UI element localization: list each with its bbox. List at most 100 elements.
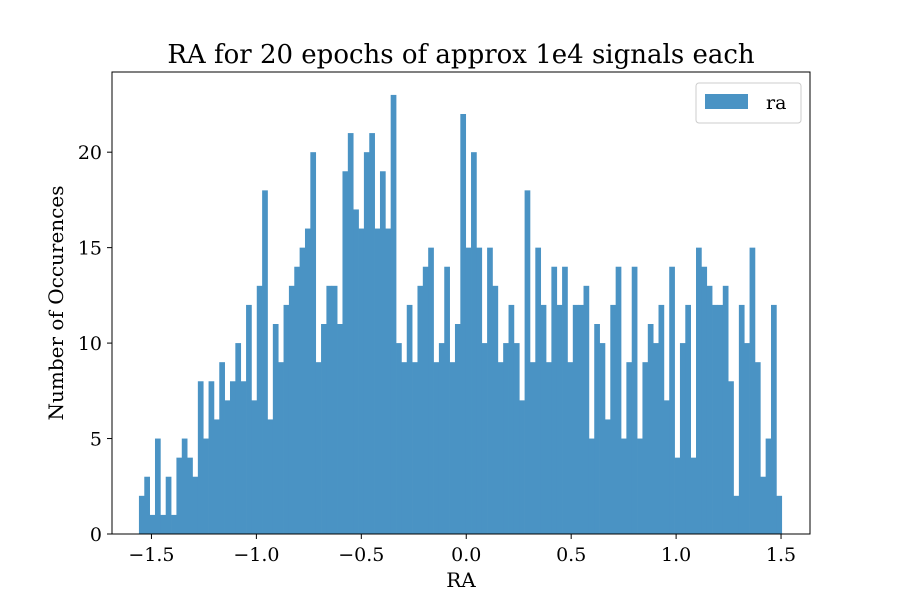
x-tick-label: 0.5	[556, 544, 586, 566]
histogram-bar	[428, 247, 434, 534]
x-tick-label: −0.5	[338, 544, 384, 566]
histogram-bar	[572, 304, 579, 534]
histogram-bar	[653, 343, 659, 534]
x-axis-ticks: −1.5 −1.0 −0.5 0.0 0.5 1.0 1.5	[128, 534, 796, 566]
histogram-bar	[203, 438, 209, 534]
legend-label: ra	[766, 92, 786, 114]
histogram-bar	[588, 438, 595, 534]
histogram-bar	[197, 381, 204, 534]
histogram-bar	[240, 381, 247, 534]
chart-title: RA for 20 epochs of approx 1e4 signals e…	[167, 40, 755, 70]
histogram-bar	[663, 400, 670, 534]
histogram-bar	[578, 304, 584, 534]
histogram-bar	[379, 171, 386, 534]
histogram-bar	[540, 304, 547, 534]
histogram-bar	[497, 362, 504, 534]
histogram-bar	[749, 247, 756, 534]
y-axis-title: Number of Occurences	[44, 186, 68, 421]
histogram-bar	[754, 362, 761, 534]
histogram-bar	[235, 343, 242, 534]
histogram-bar	[272, 324, 279, 534]
histogram-bar	[765, 438, 772, 534]
histogram-bar	[728, 381, 734, 534]
histogram-bar	[438, 343, 445, 534]
histogram-bar	[529, 362, 536, 534]
histogram-bar	[294, 266, 300, 534]
histogram-bar	[422, 266, 429, 534]
histogram-bar	[267, 419, 274, 534]
histogram-bar	[733, 495, 740, 534]
y-axis-ticks: 0 5 10 15 20	[78, 142, 112, 546]
histogram-bar	[551, 266, 558, 534]
histogram-bar	[176, 457, 183, 534]
histogram-bar	[144, 476, 150, 534]
histogram-bar	[658, 304, 665, 534]
histogram-bar	[690, 457, 697, 534]
histogram-bar	[738, 304, 745, 534]
histogram-bar	[535, 247, 542, 534]
histogram-bar	[481, 343, 488, 534]
histogram-bar	[471, 152, 477, 534]
x-tick-label: 1.0	[661, 544, 691, 566]
histogram-bar	[154, 438, 161, 534]
histogram-bar	[717, 304, 724, 534]
histogram-bar	[304, 228, 311, 535]
histogram-bar	[444, 266, 450, 534]
histogram-bar	[385, 228, 392, 535]
histogram-bar	[310, 152, 317, 534]
legend: ra	[695, 82, 802, 124]
y-tick-label: 15	[78, 238, 102, 260]
histogram-bar	[696, 247, 702, 534]
histogram-bar	[546, 362, 552, 534]
histogram-bar	[219, 362, 225, 534]
histogram-bar	[251, 400, 258, 534]
histogram-bar	[492, 285, 499, 534]
histogram-bar	[503, 343, 509, 534]
histogram-bar	[369, 133, 375, 534]
histogram-bar	[337, 324, 343, 534]
histogram-bar	[278, 362, 284, 534]
histogram-bar	[679, 343, 686, 534]
histogram-bar	[171, 514, 177, 534]
histogram-bar	[321, 324, 327, 534]
histogram-bar	[637, 438, 643, 534]
histogram-bar	[487, 247, 493, 534]
histogram-bar	[776, 495, 783, 534]
histogram-bars	[138, 94, 783, 535]
histogram-bar	[594, 324, 600, 534]
histogram-bar	[149, 514, 156, 534]
histogram-bar	[374, 228, 381, 535]
histogram-bar	[647, 324, 654, 534]
histogram-bar	[160, 514, 167, 534]
histogram-bar	[642, 362, 649, 534]
histogram-bar	[390, 94, 397, 534]
histogram-bar	[701, 266, 708, 534]
histogram-bar	[229, 381, 236, 534]
histogram-bar	[283, 304, 290, 534]
x-tick-label: −1.0	[233, 544, 279, 566]
histogram-bar	[760, 476, 766, 534]
histogram-bar	[412, 362, 418, 534]
histogram-bar	[604, 419, 611, 534]
histogram-bar	[353, 209, 359, 534]
histogram-bar	[744, 343, 750, 534]
histogram-bar	[519, 400, 525, 534]
histogram-bar	[449, 362, 456, 534]
histogram-bar	[165, 476, 172, 534]
histogram-bar	[674, 457, 681, 534]
histogram-bar	[347, 133, 354, 534]
histogram-bar	[712, 304, 718, 534]
x-axis-title: RA	[446, 568, 476, 592]
histogram-bar	[363, 152, 370, 534]
histogram-bar	[138, 495, 145, 534]
histogram-bar	[256, 285, 263, 534]
legend-swatch	[705, 94, 748, 109]
histogram-bar	[417, 285, 424, 534]
histogram-bar	[358, 228, 365, 535]
histogram-bar	[299, 247, 306, 534]
histogram-bar	[621, 438, 627, 534]
histogram-bar	[685, 304, 691, 534]
histogram-bar	[396, 343, 402, 534]
histogram-bar	[433, 362, 440, 534]
